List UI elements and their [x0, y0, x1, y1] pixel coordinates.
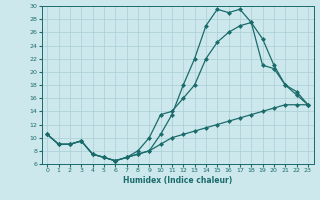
X-axis label: Humidex (Indice chaleur): Humidex (Indice chaleur)	[123, 176, 232, 185]
